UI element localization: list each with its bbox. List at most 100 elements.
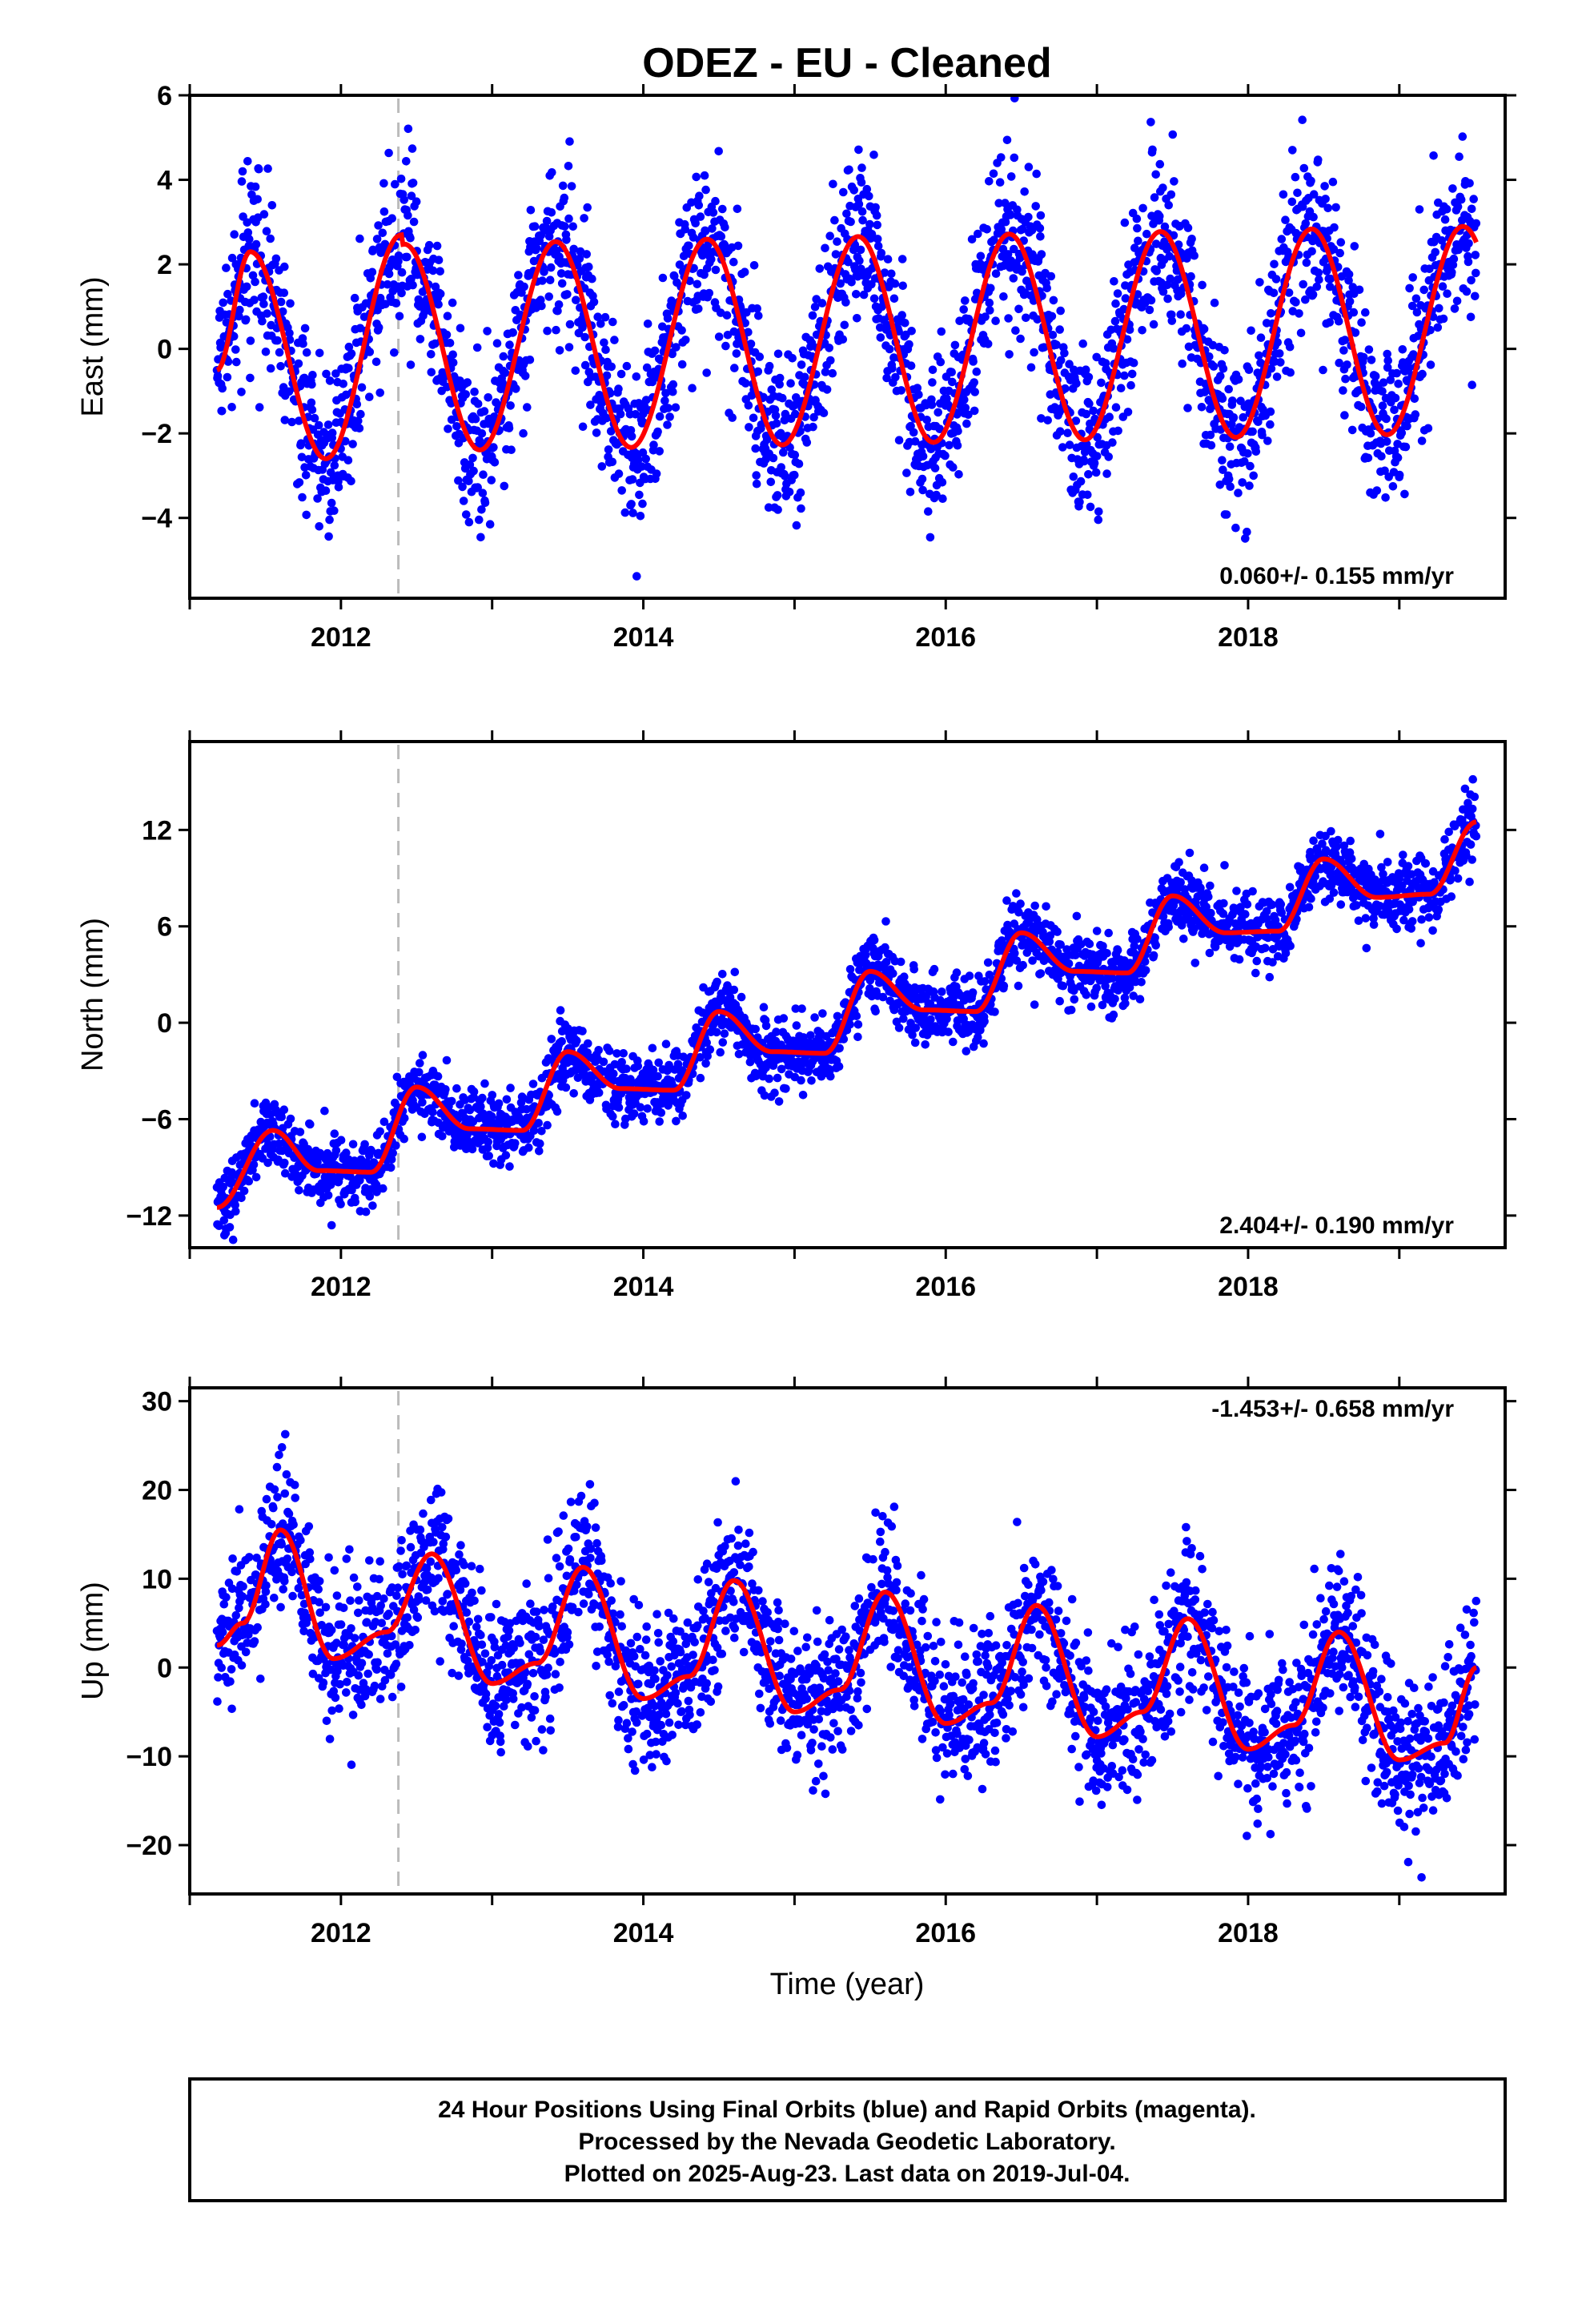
data-point — [1204, 892, 1213, 902]
data-point — [849, 186, 858, 195]
data-point — [223, 357, 233, 366]
data-point — [918, 452, 928, 461]
data-point — [1075, 497, 1084, 507]
data-point — [833, 1011, 842, 1021]
data-point — [628, 475, 637, 484]
data-point — [1281, 948, 1291, 958]
data-point — [1235, 955, 1244, 964]
data-point — [873, 220, 881, 230]
y-tick-label: 2 — [157, 250, 172, 280]
data-point — [1032, 169, 1041, 179]
data-point — [324, 532, 333, 541]
data-point — [741, 379, 750, 388]
data-point — [1082, 365, 1090, 375]
data-point — [1255, 278, 1264, 287]
data-point — [797, 504, 805, 513]
data-point — [669, 387, 677, 396]
data-point — [448, 350, 457, 360]
data-point — [857, 163, 866, 172]
data-point — [749, 413, 758, 423]
data-point — [489, 443, 498, 452]
data-point — [564, 214, 573, 223]
data-point — [368, 1201, 377, 1210]
data-point — [986, 283, 995, 293]
data-point — [1111, 403, 1121, 412]
data-point — [990, 235, 998, 245]
data-point — [694, 200, 704, 210]
data-point — [1273, 338, 1282, 347]
data-point — [632, 372, 641, 381]
data-point — [1431, 247, 1439, 257]
data-point — [1452, 296, 1462, 306]
data-point — [1218, 456, 1227, 464]
data-point — [1378, 401, 1387, 410]
data-point — [1149, 320, 1158, 329]
data-point — [1465, 179, 1474, 188]
data-point — [991, 316, 1000, 326]
data-point — [342, 1148, 351, 1157]
data-point — [847, 278, 856, 287]
data-point — [396, 175, 406, 183]
data-point — [772, 419, 781, 428]
data-point — [416, 1059, 424, 1068]
data-point — [529, 1126, 539, 1136]
data-point — [1471, 251, 1480, 259]
data-point — [1028, 956, 1037, 965]
data-point — [371, 1180, 381, 1189]
data-point — [810, 303, 820, 312]
data-point — [1276, 358, 1285, 367]
data-point — [926, 1015, 935, 1024]
data-point — [950, 340, 960, 350]
data-point — [1061, 384, 1070, 393]
data-point — [341, 436, 350, 446]
data-point — [1097, 378, 1106, 388]
data-point — [845, 165, 853, 175]
data-point — [983, 340, 993, 348]
data-point — [752, 471, 761, 480]
data-point — [622, 1064, 631, 1073]
data-point — [350, 293, 359, 303]
data-point — [781, 409, 790, 419]
data-point — [1042, 283, 1051, 293]
data-point — [471, 414, 480, 424]
data-point — [944, 1027, 953, 1036]
data-point — [1091, 468, 1101, 477]
data-point — [664, 404, 673, 412]
data-point — [367, 267, 377, 277]
data-point — [499, 352, 508, 361]
data-point — [1307, 247, 1316, 256]
data-point — [643, 1104, 652, 1113]
data-point — [536, 1139, 544, 1148]
x-tick-label: 2018 — [1218, 622, 1279, 653]
data-point — [653, 427, 662, 436]
data-point — [888, 364, 897, 373]
data-point — [285, 328, 294, 338]
data-point — [949, 1037, 958, 1047]
data-point — [300, 324, 310, 333]
data-point — [869, 935, 879, 945]
data-point — [935, 424, 945, 433]
data-point — [1407, 301, 1417, 311]
data-point — [1152, 267, 1161, 275]
data-point — [852, 1011, 861, 1020]
data-point — [934, 408, 942, 417]
data-point — [295, 1186, 303, 1195]
data-point — [1293, 188, 1302, 198]
data-point — [807, 1076, 816, 1085]
data-point — [433, 1072, 443, 1081]
data-point — [817, 299, 827, 308]
data-point — [1033, 315, 1042, 324]
data-point — [845, 965, 855, 974]
data-point — [649, 440, 658, 449]
data-point — [1366, 428, 1375, 438]
data-point — [580, 214, 588, 223]
data-point — [899, 1014, 908, 1023]
data-point — [910, 1038, 920, 1047]
data-point — [560, 222, 569, 231]
data-point — [348, 440, 357, 448]
data-point — [1011, 326, 1020, 336]
data-point — [983, 958, 993, 967]
data-point — [1356, 402, 1366, 412]
data-point — [877, 302, 886, 312]
data-point — [1256, 333, 1266, 343]
